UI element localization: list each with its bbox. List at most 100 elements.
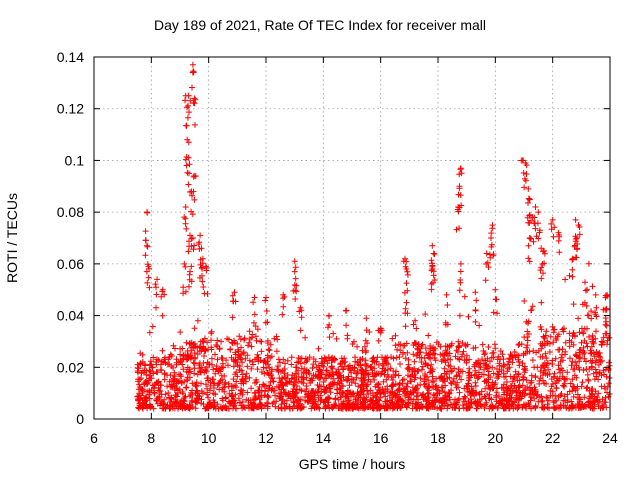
data-point — [197, 256, 204, 263]
data-point — [465, 375, 472, 381]
data-point — [263, 294, 269, 301]
data-point — [183, 404, 190, 410]
data-point — [206, 360, 212, 367]
data-point — [536, 229, 543, 236]
data-point — [189, 392, 196, 398]
data-point — [192, 173, 199, 180]
data-point — [213, 342, 220, 348]
data-point — [425, 332, 432, 339]
data-point — [192, 354, 199, 361]
data-point — [496, 393, 502, 400]
x-tick-label: 6 — [90, 430, 98, 446]
data-point — [392, 332, 399, 339]
data-point — [211, 401, 218, 407]
data-point — [443, 291, 450, 298]
data-point — [538, 264, 545, 271]
data-point — [194, 399, 201, 406]
data-point — [371, 376, 378, 383]
data-point — [598, 338, 605, 345]
data-point — [492, 296, 499, 303]
data-point — [541, 260, 548, 267]
data-point — [573, 254, 580, 261]
y-tick-label: 0.08 — [57, 204, 84, 220]
data-point — [496, 368, 503, 375]
data-point — [333, 335, 340, 342]
data-point — [284, 357, 291, 364]
data-point — [468, 396, 475, 403]
data-point — [461, 385, 468, 392]
data-point — [183, 225, 190, 232]
data-point — [152, 281, 159, 288]
data-point — [153, 368, 160, 375]
data-point — [409, 372, 416, 379]
data-point — [248, 385, 255, 392]
data-point — [361, 405, 368, 412]
data-point — [423, 383, 429, 390]
data-point — [185, 181, 192, 188]
data-point — [162, 391, 169, 398]
data-point — [302, 334, 309, 341]
data-point — [238, 367, 245, 374]
data-point — [586, 395, 593, 402]
data-point — [203, 264, 210, 271]
data-point — [377, 390, 383, 396]
data-point — [245, 397, 252, 404]
data-point — [147, 358, 154, 365]
data-point — [317, 367, 323, 374]
data-point — [197, 232, 204, 239]
data-point — [476, 322, 483, 329]
data-point — [446, 396, 453, 403]
data-point — [161, 291, 168, 298]
data-point — [361, 385, 367, 392]
data-point — [576, 224, 583, 230]
data-point — [218, 338, 225, 345]
data-point — [258, 369, 265, 375]
data-point — [194, 387, 201, 394]
data-point — [397, 386, 403, 393]
data-point — [237, 354, 244, 361]
data-point — [179, 361, 186, 368]
data-point — [503, 397, 510, 404]
data-point — [186, 238, 192, 245]
data-point — [382, 358, 389, 365]
data-point — [580, 367, 587, 374]
data-point — [357, 361, 364, 368]
data-point — [577, 354, 584, 361]
data-point — [201, 335, 208, 342]
data-point — [539, 397, 546, 404]
data-point — [496, 360, 503, 367]
data-point — [518, 341, 525, 348]
data-point — [288, 361, 295, 368]
data-point — [292, 264, 299, 271]
data-point — [432, 398, 439, 405]
data-point — [598, 402, 605, 409]
data-point — [428, 267, 435, 274]
data-point — [288, 354, 295, 361]
data-point — [196, 239, 203, 246]
data-point — [597, 358, 604, 365]
data-point — [586, 334, 592, 340]
data-point — [490, 370, 497, 377]
data-point — [297, 327, 304, 334]
data-point — [154, 379, 161, 386]
data-point — [186, 109, 192, 116]
data-point — [359, 367, 366, 374]
data-point — [239, 378, 246, 385]
data-point — [535, 209, 542, 216]
data-point — [164, 383, 171, 390]
data-point — [500, 363, 507, 370]
data-point — [600, 334, 607, 341]
data-point — [350, 390, 357, 397]
data-point — [315, 404, 321, 411]
data-point — [446, 390, 453, 397]
data-point — [511, 349, 518, 355]
data-point — [143, 367, 150, 374]
data-point — [247, 335, 253, 342]
data-point — [342, 307, 349, 314]
data-point — [456, 343, 463, 350]
data-point — [497, 356, 504, 363]
data-point — [413, 385, 420, 392]
data-point — [256, 401, 263, 408]
data-point — [512, 396, 519, 403]
data-point — [463, 352, 470, 359]
